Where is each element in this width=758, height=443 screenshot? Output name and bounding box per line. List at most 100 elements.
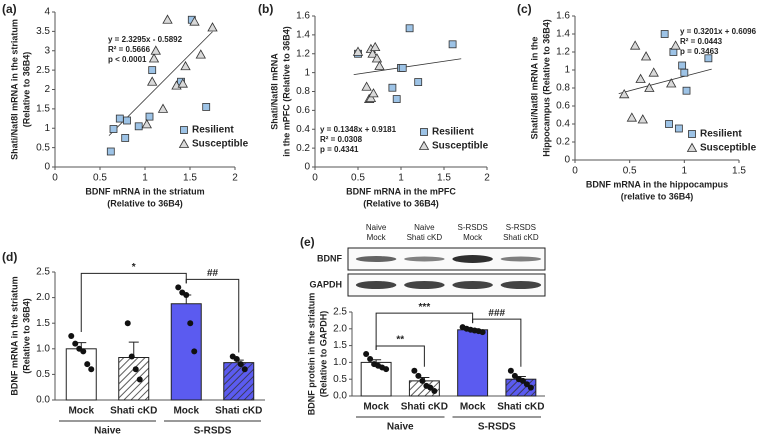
- legend-marker: [688, 130, 696, 138]
- y-tick-label: 0.8: [296, 86, 310, 97]
- point: [388, 83, 397, 92]
- point: [189, 16, 200, 26]
- y-axis-title: BDNF mRNA in the striatum: [9, 276, 19, 395]
- data-point: [72, 340, 79, 347]
- legend-label: Resilient: [192, 125, 234, 136]
- data-point: [175, 284, 182, 291]
- panel-label: (c): [517, 2, 532, 16]
- y-tick-label: 1.0: [333, 357, 347, 368]
- blot-box: [347, 247, 546, 271]
- point: [414, 78, 423, 86]
- group-label: Naive: [387, 422, 414, 433]
- point: [134, 122, 143, 131]
- x-axis-title: BDNF mRNA in the hippocampus: [586, 179, 728, 189]
- legend-marker: [420, 128, 428, 136]
- x-axis-title: BDNF mRNA in the striatum: [85, 186, 204, 196]
- point: [665, 120, 673, 128]
- point: [371, 53, 383, 63]
- x-tick-label: 0: [572, 166, 578, 177]
- y-tick-label: 2.0: [333, 323, 347, 334]
- y-axis-title: (Relative to 36B4): [21, 52, 31, 128]
- point: [370, 41, 381, 52]
- y-tick-label: 0.4: [296, 124, 310, 135]
- data-point: [383, 366, 390, 373]
- lane-label: Mock: [463, 233, 483, 242]
- point: [392, 95, 401, 103]
- y-tick-label: 3.5: [36, 26, 50, 37]
- lane-label: S-RSDS: [458, 223, 488, 232]
- y-tick-label: 0: [44, 162, 50, 173]
- significance-bracket: [185, 278, 240, 353]
- data-point: [84, 361, 91, 368]
- y-tick-label: 2.5: [36, 267, 50, 278]
- y-tick-label: 1.6: [556, 11, 570, 22]
- point: [670, 40, 681, 50]
- significance-bracket: [375, 312, 474, 350]
- annotation: p = 0.4341: [320, 145, 359, 154]
- point: [678, 61, 687, 70]
- point: [352, 46, 364, 56]
- point: [109, 125, 118, 133]
- data-point: [527, 384, 534, 391]
- point: [368, 88, 379, 98]
- legend-marker: [686, 142, 698, 152]
- point: [150, 45, 161, 55]
- legend-label: Resilient: [700, 129, 742, 140]
- significance-label: ***: [419, 302, 431, 313]
- x-axis-title: BDNF mRNA in the mPFC: [346, 186, 456, 196]
- x-tick-label: 1: [682, 166, 688, 177]
- x-axis-title: (Relative to 36B4): [363, 198, 439, 208]
- significance-label: ##: [207, 268, 219, 279]
- x-tick-label: 1: [398, 173, 404, 184]
- blot-band: [404, 256, 445, 262]
- point: [195, 49, 206, 59]
- y-tick-label: 0.6: [556, 101, 570, 112]
- data-point: [519, 377, 526, 384]
- point: [405, 24, 414, 33]
- annotation: R² = 0.0443: [680, 37, 723, 46]
- bar: [65, 348, 97, 401]
- legend-marker: [418, 140, 430, 150]
- y-tick-label: 1.4: [556, 29, 570, 40]
- x-tick-label: 1.5: [437, 173, 451, 184]
- data-point: [431, 387, 438, 394]
- data-point: [241, 366, 248, 373]
- lane-label: Mock: [367, 233, 387, 242]
- data-point: [427, 384, 434, 391]
- point: [147, 76, 158, 86]
- y-tick-label: 0.5: [36, 369, 50, 380]
- data-point: [80, 348, 87, 355]
- y-tick-label: 1.4: [296, 30, 310, 41]
- y-tick-label: 2.0: [36, 292, 50, 303]
- blot-band: [355, 281, 397, 289]
- y-tick-label: 2.5: [36, 65, 50, 76]
- x-tick-label: Shati cKD: [110, 406, 157, 417]
- y-tick-label: 1.5: [36, 104, 50, 115]
- lane-label: Naive: [366, 223, 387, 232]
- y-tick-label: 1: [304, 67, 310, 78]
- y-tick-label: 0: [304, 162, 310, 173]
- y-axis-title: Shati/Nat8l mRNA in the striatum: [9, 19, 19, 160]
- point: [448, 40, 457, 49]
- annotation: y = 2.3295x - 0.5892: [108, 35, 183, 44]
- blot-row-label: GAPDH: [309, 279, 342, 289]
- y-tick-label: 1: [564, 65, 570, 76]
- point: [674, 124, 683, 133]
- x-axis-title: (relative to 36B4): [621, 191, 694, 201]
- blot-band: [355, 256, 397, 262]
- point: [680, 68, 689, 77]
- point: [374, 60, 385, 70]
- y-tick-label: 3: [44, 45, 50, 56]
- significance-label: *: [132, 262, 136, 273]
- y-tick-label: 0.6: [296, 105, 310, 116]
- annotation: y = 0.3201x + 0.6096: [680, 27, 757, 36]
- x-tick-label: 2: [484, 173, 490, 184]
- point: [626, 112, 638, 122]
- point: [648, 67, 659, 77]
- significance-label: ###: [488, 308, 505, 319]
- data-point: [124, 320, 131, 327]
- y-tick-label: 0.8: [556, 83, 570, 94]
- point: [704, 54, 713, 63]
- y-tick-label: 1.5: [36, 318, 50, 329]
- y-tick-label: 0.5: [333, 374, 347, 385]
